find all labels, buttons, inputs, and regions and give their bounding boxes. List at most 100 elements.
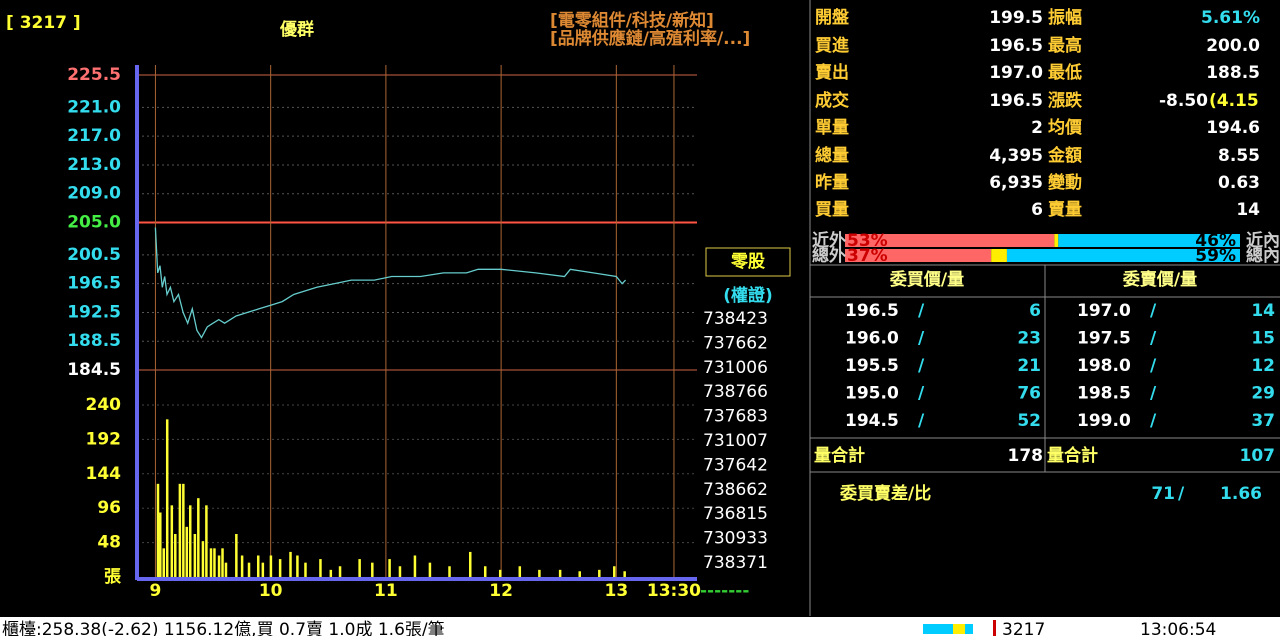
volume-bar <box>221 548 224 577</box>
separator: / <box>918 329 925 349</box>
warrant-code[interactable]: 737683 <box>703 407 768 427</box>
bid-qty: 23 <box>1017 329 1041 349</box>
odd-lot-box[interactable] <box>705 247 791 277</box>
volume-bar <box>209 548 213 577</box>
volume-bar <box>235 534 238 577</box>
warrant-code[interactable]: 731006 <box>703 358 768 378</box>
separator: / <box>918 301 925 321</box>
y-tick-label: 192.5 <box>67 302 121 322</box>
ratio-mid <box>991 249 1007 262</box>
y-tick-label: 213.0 <box>67 155 121 175</box>
volume-bar <box>189 505 192 577</box>
y-tick-label: 205.0 <box>67 213 121 233</box>
volume-bar <box>413 555 417 577</box>
x-tick-label: 10 <box>259 581 283 601</box>
volume-bar <box>217 555 221 577</box>
volume-bar <box>623 571 626 577</box>
separator: / <box>918 356 925 376</box>
bid-price: 196.0 <box>845 329 899 349</box>
y-tick-label: 96 <box>97 498 121 518</box>
separator: / <box>918 411 925 431</box>
quote-value: 200.0 <box>1206 36 1260 56</box>
volume-bar <box>398 566 402 577</box>
warrant-code[interactable]: 738766 <box>703 382 768 402</box>
warrant-code[interactable]: 738371 <box>703 553 768 573</box>
quote-label: 均價 <box>1048 117 1083 138</box>
volume-bar <box>304 562 307 577</box>
separator: / <box>1178 484 1185 504</box>
ratio-pct: 37% <box>847 246 888 266</box>
warrant-code[interactable]: 736815 <box>703 504 768 524</box>
y-tick-label: 221.0 <box>67 97 121 117</box>
quote-value: 4,395 <box>989 146 1043 166</box>
ask-qty: 29 <box>1251 384 1275 404</box>
odd-lot-label: 零股 <box>730 252 765 272</box>
warrant-code[interactable]: 731007 <box>703 431 768 451</box>
volume-bar <box>538 569 541 577</box>
ask-price: 198.5 <box>1077 384 1131 404</box>
bid-qty: 52 <box>1017 411 1041 431</box>
y-tick-label: 184.5 <box>67 360 121 380</box>
separator: / <box>918 384 925 404</box>
warrant-code[interactable]: 737662 <box>703 333 768 353</box>
bid-price: 195.0 <box>845 384 899 404</box>
warrant-code[interactable]: 737642 <box>703 455 768 475</box>
ratio-pct: 46% <box>1195 231 1236 251</box>
quote-label: 變動 <box>1048 172 1082 193</box>
ratio-label: 總內 <box>1246 245 1280 266</box>
warrant-code[interactable]: 738423 <box>703 309 768 329</box>
separator: / <box>1150 384 1157 404</box>
volume-bar <box>371 562 374 577</box>
y-tick-label: 192 <box>86 429 122 449</box>
bid-qty: 6 <box>1029 301 1041 321</box>
diff-value: 71 <box>1151 484 1175 504</box>
warrant-code[interactable]: 730933 <box>703 529 768 549</box>
separator: / <box>1150 329 1157 349</box>
volume-bar <box>159 512 162 577</box>
x-tick-label: 11 <box>374 581 398 601</box>
y-tick-label: 張 <box>104 567 122 587</box>
bid-total: 178 <box>1008 446 1044 466</box>
bid-qty: 21 <box>1017 356 1041 376</box>
quote-value: 5.61% <box>1201 8 1260 28</box>
x-tick-label: 9 <box>150 581 162 601</box>
tag-line: [品牌供應鏈/高殖利率/...] <box>550 28 750 49</box>
ratio-pct: 53% <box>847 231 888 251</box>
ratio-out <box>845 249 992 262</box>
quote-label: 成交 <box>815 90 849 111</box>
quote-value: 194.6 <box>1206 118 1260 138</box>
quote-label: 總量 <box>815 145 849 166</box>
separator: / <box>1150 411 1157 431</box>
x-tick-label: 12 <box>489 581 513 601</box>
status-index: 櫃檯:258.38(-2.62) 1156.12億,買 0.7賣 1.0成 1.… <box>2 620 445 636</box>
volume-bar <box>247 562 251 577</box>
quote-value: 6,935 <box>989 173 1043 193</box>
quote-value: 199.5 <box>989 8 1043 28</box>
quote-label: 單量 <box>815 117 849 138</box>
quote-label: 買進 <box>815 36 849 56</box>
y-tick-label: 196.5 <box>67 274 121 294</box>
volume-bar <box>498 569 502 577</box>
volume-bar <box>193 534 197 577</box>
volume-bar <box>185 526 189 577</box>
separator: / <box>1150 356 1157 376</box>
volume-bar <box>269 555 273 577</box>
book-header: 委賣價/量 <box>1122 269 1197 290</box>
quote-label: 賣出 <box>814 62 849 83</box>
y-tick-label: 209.0 <box>67 184 121 204</box>
quote-label: 漲跌 <box>1048 91 1083 111</box>
volume-bar <box>278 559 282 577</box>
volume-bar <box>197 498 200 577</box>
y-tick-label: 217.0 <box>67 126 121 146</box>
volume-bar <box>224 562 228 577</box>
quote-label: 振幅 <box>1048 7 1082 28</box>
price-line <box>154 227 627 339</box>
quote-label: 買量 <box>815 199 849 220</box>
y-tick-label: 225.5 <box>67 65 121 85</box>
x-tick-label: 13:30 <box>647 581 701 601</box>
quote-label: 賣量 <box>1047 199 1082 220</box>
quote-value: 196.5 <box>989 36 1043 56</box>
warrant-code[interactable]: 738662 <box>703 480 768 500</box>
ask-qty: 12 <box>1251 356 1275 376</box>
